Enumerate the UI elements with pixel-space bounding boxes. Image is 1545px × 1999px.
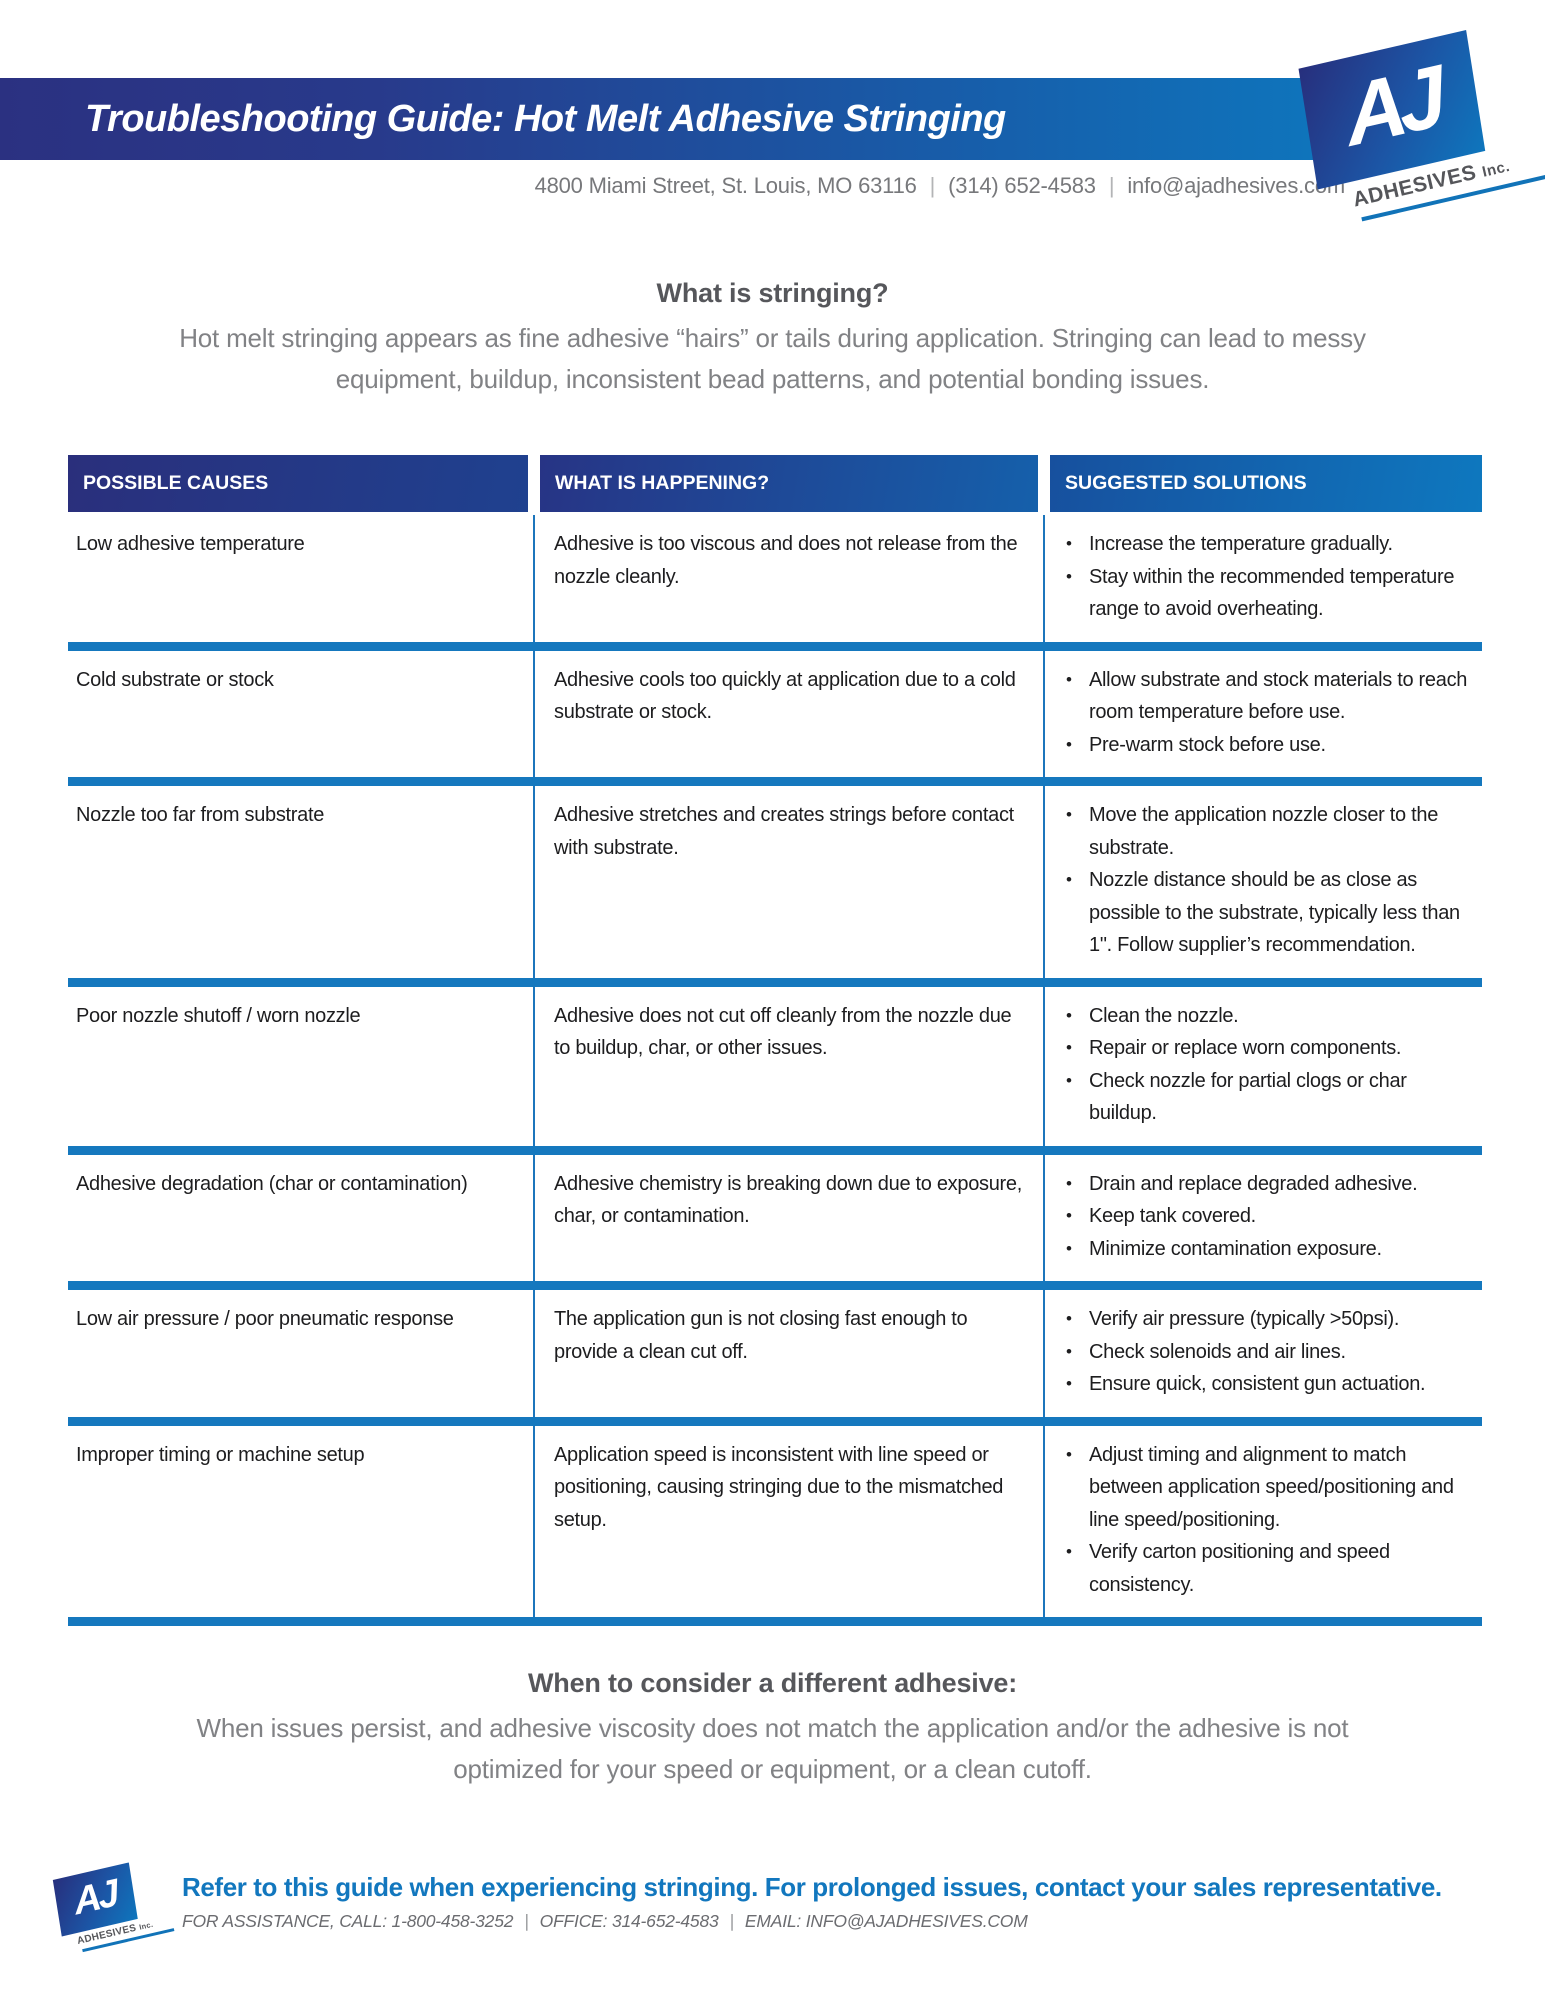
- happening-cell: Application speed is inconsistent with l…: [554, 1443, 1004, 1531]
- column-header-suggested-solutions: SUGGESTED SOLUTIONS: [1050, 455, 1482, 512]
- footer-contact: FOR ASSISTANCE, CALL: 1-800-458-3252 | OFF…: [182, 1911, 1492, 1932]
- solution-item: Keep tank covered.: [1062, 1200, 1478, 1233]
- solution-item: Minimize contamination exposure.: [1062, 1233, 1478, 1266]
- solutions-cell: Drain and replace degraded adhesive.Keep…: [1050, 1168, 1482, 1266]
- footer-section: Refer to this guide when experiencing st…: [182, 1872, 1492, 1932]
- table-row: Low air pressure / poor pneumatic respon…: [68, 1290, 1482, 1417]
- row-separator: [68, 1145, 1482, 1155]
- happening-cell: Adhesive is too viscous and does not rel…: [554, 533, 1018, 588]
- outro-section: When to consider a different adhesive: W…: [0, 1668, 1545, 1790]
- row-separator: [68, 777, 1482, 786]
- solutions-list: Clean the nozzle.Repair or replace worn …: [1050, 1000, 1482, 1130]
- solution-item: Pre-warm stock before use.: [1062, 729, 1478, 762]
- footer-message: Refer to this guide when experiencing st…: [182, 1872, 1442, 1902]
- logo-initials: AJ: [1338, 48, 1445, 165]
- footer-contact-part-0: FOR ASSISTANCE, CALL: 1-800-458-3252: [182, 1911, 514, 1931]
- separator: |: [1108, 173, 1115, 198]
- solutions-cell: Increase the temperature gradually.Stay …: [1050, 528, 1482, 626]
- solutions-cell: Adjust timing and alignment to match bet…: [1050, 1439, 1482, 1602]
- solution-item: Check nozzle for partial clogs or char b…: [1062, 1065, 1478, 1130]
- solutions-cell: Verify air pressure (typically >50psi).C…: [1050, 1303, 1482, 1401]
- table-row: Cold substrate or stock Adhesive cools t…: [68, 651, 1482, 778]
- solution-item: Stay within the recommended temperature …: [1062, 561, 1478, 626]
- happening-cell: Adhesive does not cut off cleanly from t…: [554, 1004, 1012, 1060]
- happening-cell: Adhesive cools too quickly at applicatio…: [554, 668, 1016, 724]
- footer-contact-part-2: EMAIL: INFO@AJADHESIVES.COM: [744, 1911, 1028, 1931]
- intro-heading: What is stringing?: [656, 278, 889, 308]
- solutions-list: Drain and replace degraded adhesive.Keep…: [1050, 1168, 1482, 1266]
- page-title: Troubleshooting Guide: Hot Melt Adhesive…: [85, 97, 1006, 140]
- separator: |: [729, 1911, 735, 1931]
- outro-heading: When to consider a different adhesive:: [528, 1668, 1017, 1698]
- header-contact: 4800 Miami Street, St. Louis, MO 63116 | (…: [0, 173, 1346, 199]
- cause-cell: Nozzle too far from substrate: [76, 804, 325, 826]
- column-divider-2: [1043, 515, 1045, 1626]
- solution-item: Verify air pressure (typically >50psi).: [1062, 1303, 1478, 1336]
- table-header-row: POSSIBLE CAUSES WHAT IS HAPPENING? SUGGE…: [68, 455, 1482, 512]
- troubleshooting-table: POSSIBLE CAUSES WHAT IS HAPPENING? SUGGE…: [68, 455, 1482, 1626]
- row-separator: [68, 977, 1482, 987]
- cause-cell: Adhesive degradation (char or contaminat…: [76, 1172, 468, 1195]
- row-separator: [68, 1281, 1482, 1290]
- contact-part-1: (314) 652-4583: [948, 173, 1096, 198]
- happening-cell: Adhesive chemistry is breaking down due …: [554, 1172, 1022, 1228]
- solutions-list: Increase the temperature gradually.Stay …: [1050, 528, 1482, 626]
- table-row: Nozzle too far from substrate Adhesive s…: [68, 786, 1482, 978]
- row-separator: [68, 1416, 1482, 1426]
- cause-cell: Low air pressure / poor pneumatic respon…: [76, 1308, 454, 1330]
- column-header-what-is-happening: WHAT IS HAPPENING?: [540, 455, 1038, 512]
- table-body: Low adhesive temperature Adhesive is too…: [68, 515, 1482, 1626]
- solutions-list: Move the application nozzle closer to th…: [1050, 799, 1482, 962]
- cause-cell: Improper timing or machine setup: [76, 1443, 365, 1466]
- solutions-cell: Clean the nozzle.Repair or replace worn …: [1050, 1000, 1482, 1130]
- solution-item: Ensure quick, consistent gun actuation.: [1062, 1368, 1478, 1401]
- solution-item: Verify carton positioning and speed cons…: [1062, 1536, 1478, 1601]
- column-divider-1: [533, 515, 535, 1626]
- cause-cell: Low adhesive temperature: [76, 533, 305, 555]
- row-separator: [68, 1617, 1482, 1626]
- solution-item: Increase the temperature gradually.: [1062, 528, 1478, 561]
- footer-company-logo: AJ ADHESIVES Inc.: [51, 1853, 185, 1955]
- intro-section: What is stringing? Hot melt stringing ap…: [0, 278, 1545, 400]
- table-row: Poor nozzle shutoff / worn nozzle Adhesi…: [68, 987, 1482, 1146]
- footer-logo-initials: AJ: [70, 1871, 120, 1924]
- cause-cell: Cold substrate or stock: [76, 668, 274, 691]
- solution-item: Adjust timing and alignment to match bet…: [1062, 1439, 1478, 1537]
- outro-body: When issues persist, and adhesive viscos…: [196, 1713, 1349, 1784]
- solution-item: Nozzle distance should be as close as po…: [1062, 864, 1478, 962]
- company-logo: AJ ADHESIVES Inc.: [1294, 22, 1545, 228]
- solution-item: Drain and replace degraded adhesive.: [1062, 1168, 1478, 1201]
- footer-contact-part-1: OFFICE: 314-652-4583: [539, 1911, 719, 1931]
- solutions-list: Allow substrate and stock materials to r…: [1050, 664, 1482, 762]
- solution-item: Allow substrate and stock materials to r…: [1062, 664, 1478, 729]
- column-header-possible-causes: POSSIBLE CAUSES: [68, 455, 528, 512]
- separator: |: [524, 1911, 529, 1931]
- logo-suffix: Inc.: [1480, 157, 1512, 181]
- solutions-cell: Allow substrate and stock materials to r…: [1050, 664, 1482, 762]
- solution-item: Move the application nozzle closer to th…: [1062, 799, 1478, 864]
- solution-item: Repair or replace worn components.: [1062, 1032, 1478, 1065]
- contact-part-2: info@ajadhesives.com: [1127, 173, 1345, 198]
- solutions-list: Verify air pressure (typically >50psi).C…: [1050, 1303, 1482, 1401]
- cause-cell: Poor nozzle shutoff / worn nozzle: [76, 1004, 361, 1027]
- happening-cell: The application gun is not closing fast …: [554, 1308, 968, 1363]
- row-separator: [68, 641, 1482, 651]
- solutions-cell: Move the application nozzle closer to th…: [1050, 799, 1482, 962]
- solutions-list: Adjust timing and alignment to match bet…: [1050, 1439, 1482, 1602]
- footer-logo-suffix: Inc.: [138, 1919, 155, 1932]
- solution-item: Clean the nozzle.: [1062, 1000, 1478, 1033]
- table-row: Low adhesive temperature Adhesive is too…: [68, 515, 1482, 642]
- table-row: Adhesive degradation (char or contaminat…: [68, 1155, 1482, 1282]
- table-row: Improper timing or machine setup Applica…: [68, 1426, 1482, 1618]
- separator: |: [929, 173, 936, 198]
- intro-body: Hot melt stringing appears as fine adhes…: [179, 323, 1366, 394]
- solution-item: Check solenoids and air lines.: [1062, 1336, 1478, 1369]
- happening-cell: Adhesive stretches and creates strings b…: [554, 804, 1014, 859]
- contact-part-0: 4800 Miami Street, St. Louis, MO 63116: [534, 173, 917, 198]
- title-banner: Troubleshooting Guide: Hot Melt Adhesive…: [0, 78, 1342, 160]
